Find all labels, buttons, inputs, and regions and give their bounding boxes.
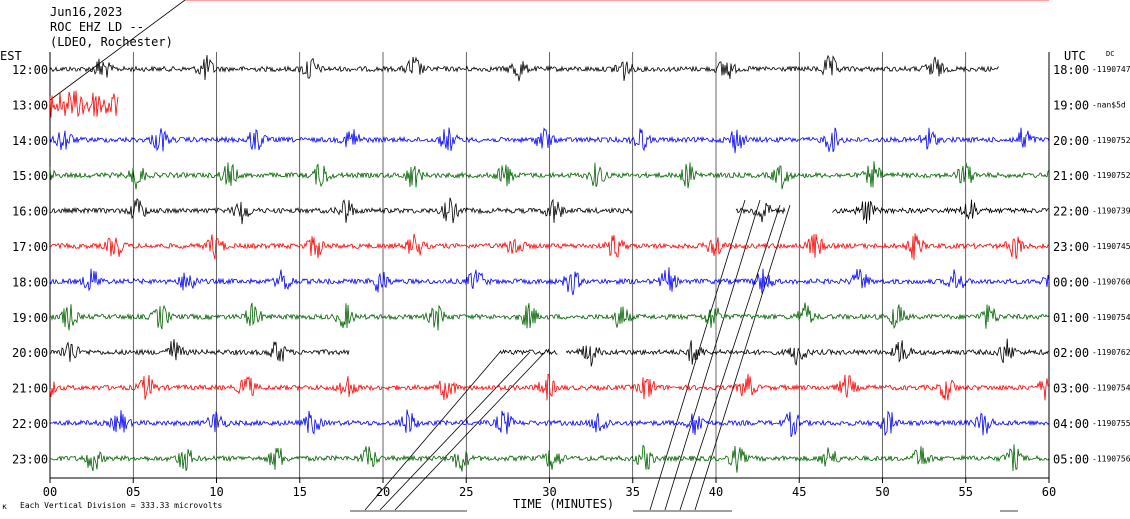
dc-offset-label: -1190760 (1092, 277, 1130, 286)
utc-row-label: 21:00 (1053, 169, 1089, 183)
header-date: Jun16,2023 (50, 5, 122, 19)
seismic-trace (735, 202, 786, 223)
event-line (49, 0, 186, 101)
x-tick-label: 60 (1042, 485, 1056, 499)
seismic-trace (49, 409, 1050, 437)
seismic-trace (49, 90, 119, 118)
est-row-label: 14:00 (12, 134, 48, 148)
event-line (394, 351, 546, 511)
seismic-trace (49, 161, 1050, 190)
seismic-trace (49, 267, 1050, 296)
est-row-label: 21:00 (12, 382, 48, 396)
corner-mark: κ (2, 502, 7, 511)
seismic-traces (49, 54, 1050, 473)
x-tick-label: 50 (875, 485, 889, 499)
x-tick-label: 45 (792, 485, 806, 499)
vertical-gridlines (132, 52, 967, 478)
dc-offset-label: -1190755 (1092, 419, 1130, 428)
time-axis-ticks: 00 05 10 15 20 25 30 35 40 45 50 55 60 (43, 478, 1056, 499)
seismic-trace (50, 302, 1050, 331)
event-line (364, 351, 501, 511)
dc-corner-label: DC (1106, 50, 1114, 58)
x-tick-label: 00 (43, 485, 57, 499)
utc-row-label: 00:00 (1053, 275, 1089, 289)
header-station: ROC EHZ LD -- (50, 20, 144, 34)
est-row-label: 13:00 (12, 98, 48, 112)
utc-row-label: 04:00 (1053, 417, 1089, 431)
utc-row-label: 05:00 (1053, 452, 1089, 466)
est-row-label: 22:00 (12, 417, 48, 431)
seismic-trace (49, 373, 1050, 401)
seismic-trace (49, 127, 1050, 154)
x-axis-title: TIME (MINUTES) (513, 497, 614, 511)
dc-offset-label: -1190739 (1092, 207, 1130, 216)
header-network: (LDEO, Rochester) (50, 35, 173, 49)
seismic-trace (49, 54, 1000, 82)
seismic-trace (49, 339, 350, 362)
est-row-label: 12:00 (12, 63, 48, 77)
event-line (679, 204, 781, 511)
x-tick-label: 40 (709, 485, 723, 499)
dc-offset-label: -1190745 (1092, 242, 1130, 251)
x-tick-label: 20 (376, 485, 390, 499)
utc-row-label: 23:00 (1053, 240, 1089, 254)
x-tick-label: 55 (959, 485, 973, 499)
x-tick-label: 25 (459, 485, 473, 499)
seismic-trace (499, 348, 558, 356)
seismic-trace (50, 444, 1050, 473)
x-tick-label: 15 (293, 485, 307, 499)
scale-note: Each Vertical Division = 333.33 microvol… (20, 501, 222, 510)
dc-offset-label: -1190762 (1092, 348, 1130, 357)
dc-offset-label: -1190754 (1092, 384, 1130, 393)
dc-offset-label: -1190756 (1092, 454, 1130, 463)
est-row-label: 19:00 (12, 311, 48, 325)
est-row-label: 15:00 (12, 169, 48, 183)
seismic-trace (49, 197, 633, 225)
est-axis-label: EST (0, 49, 22, 63)
x-tick-label: 30 (542, 485, 556, 499)
utc-row-label: 19:00 (1053, 98, 1089, 112)
seismic-trace (832, 199, 1049, 224)
utc-row-label: 22:00 (1053, 205, 1089, 219)
x-tick-label: 35 (626, 485, 640, 499)
x-tick-label: 10 (209, 485, 223, 499)
dc-offset-label: -1190747 (1092, 65, 1130, 74)
est-row-label: 20:00 (12, 346, 48, 360)
utc-row-label: 18:00 (1053, 63, 1089, 77)
x-tick-label: 05 (126, 485, 140, 499)
seismic-trace (565, 338, 1049, 367)
event-line (379, 351, 531, 511)
utc-row-label: 02:00 (1053, 346, 1089, 360)
dc-offset-label: -1190754 (1092, 313, 1130, 322)
est-row-label: 17:00 (12, 240, 48, 254)
seismic-trace (49, 233, 1050, 261)
utc-row-label: 01:00 (1053, 311, 1089, 325)
dc-offset-label: -nan$5d (1092, 100, 1126, 109)
dc-offset-label: -1190752 (1092, 171, 1130, 180)
dc-offset-label: -1190752 (1092, 136, 1130, 145)
est-row-label: 18:00 (12, 275, 48, 289)
utc-row-label: 20:00 (1053, 134, 1089, 148)
est-row-label: 16:00 (12, 205, 48, 219)
utc-axis-label: UTC (1064, 49, 1086, 63)
est-row-label: 23:00 (12, 452, 48, 466)
utc-row-label: 03:00 (1053, 382, 1089, 396)
